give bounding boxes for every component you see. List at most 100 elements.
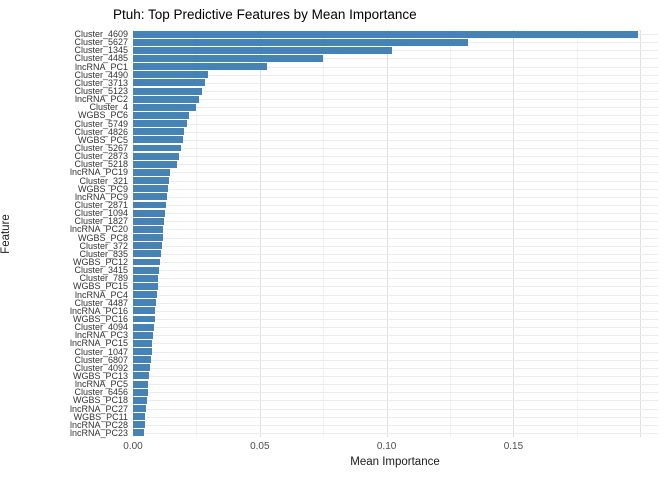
x-tick-label: 0.15 — [503, 441, 524, 452]
y-tick-label: Cluster_3415 — [74, 265, 128, 276]
row-gridline — [133, 384, 658, 386]
y-tick-label: WGBS_PC16 — [72, 313, 128, 324]
y-tick-label: lncRNA_PC1 — [74, 61, 128, 72]
row-gridline — [133, 180, 658, 182]
bar — [133, 79, 205, 87]
row-gridline — [133, 367, 658, 369]
row-gridline — [133, 359, 658, 361]
y-tick-label: Cluster_5627 — [74, 37, 128, 48]
row-gridline — [133, 286, 658, 288]
y-tick-label: Cluster_5267 — [74, 143, 128, 154]
y-tick-label: lncRNA_PC23 — [69, 427, 128, 438]
row-gridline — [133, 432, 658, 434]
bar — [133, 95, 199, 103]
x-axis-title: Mean Importance — [350, 456, 440, 468]
bar — [133, 201, 167, 209]
row-gridline — [133, 107, 658, 109]
major-gridline — [513, 30, 515, 437]
x-axis-tick-labels: 0.00 0.05 0.10 0.15 — [0, 441, 672, 455]
y-tick-label: Cluster_1047 — [74, 346, 128, 357]
y-tick-label: lncRNA_PC19 — [69, 167, 128, 178]
bar — [133, 177, 169, 185]
row-gridline — [133, 188, 658, 190]
row-gridline — [133, 261, 658, 263]
y-axis-tick-labels: Cluster_4609 Cluster_5627 Cluster_1345 Clus… — [0, 30, 128, 438]
y-tick-label: Cluster_4487 — [74, 297, 128, 308]
row-gridline — [133, 392, 658, 394]
y-tick-label: Cluster_4092 — [74, 362, 128, 373]
y-tick-label: WGBS_PC15 — [72, 281, 128, 292]
row-gridline — [133, 196, 658, 198]
bar — [133, 250, 161, 258]
bar — [133, 128, 185, 136]
y-tick-label: Cluster_835 — [79, 248, 128, 259]
row-gridline — [133, 318, 658, 320]
y-tick-label: Cluster_4485 — [74, 53, 128, 64]
y-tick-label: Cluster_5123 — [74, 86, 128, 97]
y-tick-label: Cluster_321 — [79, 175, 128, 186]
row-gridline — [133, 253, 658, 255]
bar — [133, 144, 181, 152]
bar — [133, 63, 268, 71]
x-tick-label: 0.05 — [250, 441, 270, 452]
bar — [133, 258, 161, 266]
bar — [133, 185, 168, 193]
row-gridline — [133, 416, 658, 418]
bar — [133, 103, 196, 111]
row-gridline — [133, 123, 658, 125]
bar — [133, 429, 144, 437]
x-tick-label: 0.10 — [376, 441, 397, 452]
bar — [133, 234, 163, 242]
bar — [133, 315, 155, 323]
minor-gridline — [323, 30, 325, 437]
row-gridline — [133, 278, 658, 280]
row-gridline — [133, 221, 658, 223]
row-gridline — [133, 375, 658, 377]
row-gridline — [133, 424, 658, 426]
row-gridline — [133, 310, 658, 312]
bar — [133, 299, 157, 307]
row-gridline — [133, 139, 658, 141]
y-tick-label: Cluster_6807 — [74, 354, 128, 365]
major-gridline — [386, 30, 388, 437]
y-tick-label: Cluster_1827 — [74, 216, 128, 227]
y-tick-label: WGBS_PC5 — [77, 134, 128, 145]
bar — [133, 348, 152, 355]
row-gridline — [133, 131, 658, 133]
y-tick-label: Cluster_789 — [79, 273, 128, 284]
bar — [133, 413, 146, 421]
row-gridline — [133, 82, 658, 84]
bar — [133, 331, 154, 339]
bar — [133, 38, 468, 46]
bar — [133, 291, 157, 299]
row-gridline — [133, 74, 658, 76]
bar — [133, 225, 164, 233]
y-tick-label: WGBS_PC12 — [72, 256, 128, 267]
y-tick-label: Cluster_4 — [89, 102, 128, 113]
row-gridline — [133, 156, 658, 158]
bar — [133, 421, 145, 429]
bar — [133, 120, 188, 128]
y-tick-label: Cluster_1094 — [74, 208, 128, 219]
y-tick-label: Cluster_2871 — [74, 200, 128, 210]
bar — [133, 55, 324, 62]
row-gridline — [133, 351, 658, 353]
y-tick-label: Cluster_4490 — [74, 69, 128, 80]
y-tick-label: Cluster_5218 — [74, 159, 128, 170]
row-gridline — [133, 91, 658, 93]
y-tick-label: lncRNA_PC15 — [69, 338, 128, 349]
bar — [133, 168, 171, 176]
bar — [133, 209, 166, 217]
row-gridline — [133, 343, 658, 345]
row-gridline — [133, 50, 658, 52]
bar — [133, 380, 149, 388]
row-gridline — [133, 408, 658, 410]
y-tick-label: Cluster_5749 — [74, 118, 128, 129]
bar — [133, 46, 392, 54]
y-tick-label: lncRNA_PC3 — [74, 330, 128, 341]
minor-gridline — [576, 30, 578, 437]
row-gridline — [133, 327, 658, 329]
y-tick-label: lncRNA_PC16 — [69, 305, 128, 316]
row-gridline — [133, 270, 658, 272]
